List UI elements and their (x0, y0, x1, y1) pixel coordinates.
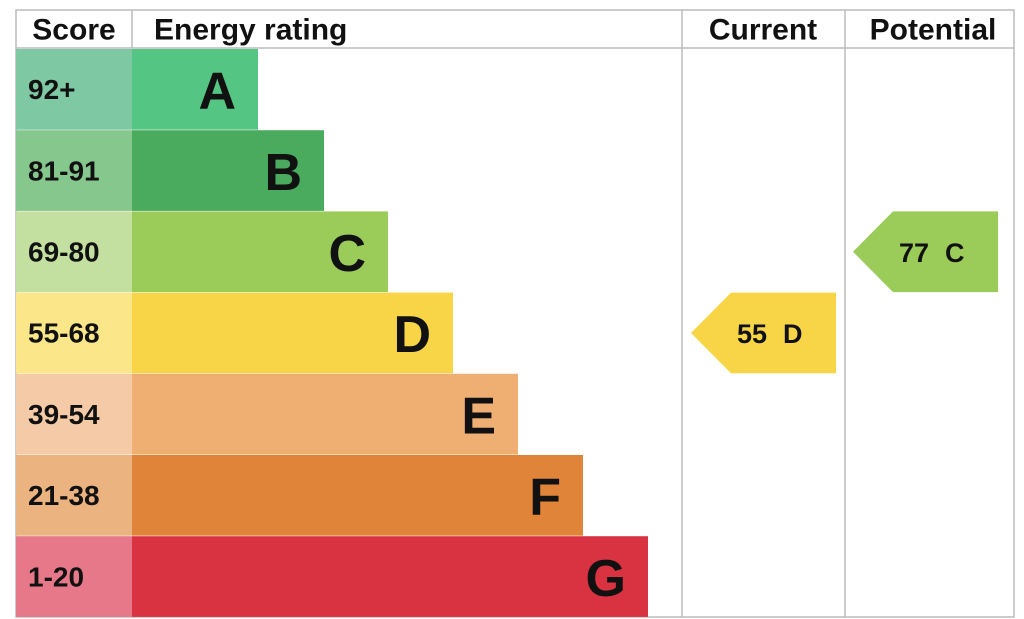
potential-score: 77 (899, 238, 929, 268)
score-range: 92+ (28, 74, 76, 105)
current-label: 55 D (737, 319, 803, 349)
potential-arrow (853, 211, 998, 293)
score-header: Score (32, 14, 115, 47)
band-letter: C (328, 225, 366, 283)
band-letter: E (461, 387, 496, 445)
rating-header: Energy rating (154, 14, 347, 47)
score-cell (16, 292, 132, 374)
score-range: 55-68 (28, 318, 100, 349)
band-letter: F (529, 469, 561, 527)
current-score: 55 (737, 319, 767, 349)
score-cell (16, 211, 132, 293)
rating-bar (132, 130, 324, 211)
rating-bar (132, 49, 258, 130)
band-letter: B (264, 144, 302, 202)
score-cell (16, 455, 132, 536)
band-letter: A (198, 63, 236, 121)
score-cell (16, 373, 132, 455)
current-band: D (783, 319, 803, 349)
score-cell (16, 536, 132, 617)
score-cell (16, 49, 132, 130)
potential-band: C (945, 238, 965, 268)
score-range: 81-91 (28, 155, 100, 186)
current-header: Current (709, 14, 817, 47)
rating-bar (132, 455, 583, 536)
rating-bar (132, 211, 388, 293)
current-arrow (691, 292, 836, 374)
rating-bar (132, 373, 518, 455)
potential-header: Potential (870, 14, 997, 47)
band-letter: G (586, 550, 626, 608)
potential-label: 77 C (899, 238, 965, 268)
score-range: 1-20 (28, 561, 84, 592)
rating-bar (132, 536, 648, 617)
score-range: 21-38 (28, 480, 100, 511)
score-range: 69-80 (28, 237, 100, 268)
band-letter: D (393, 306, 431, 364)
score-cell (16, 130, 132, 211)
score-range: 39-54 (28, 399, 100, 430)
rating-bar (132, 292, 453, 374)
